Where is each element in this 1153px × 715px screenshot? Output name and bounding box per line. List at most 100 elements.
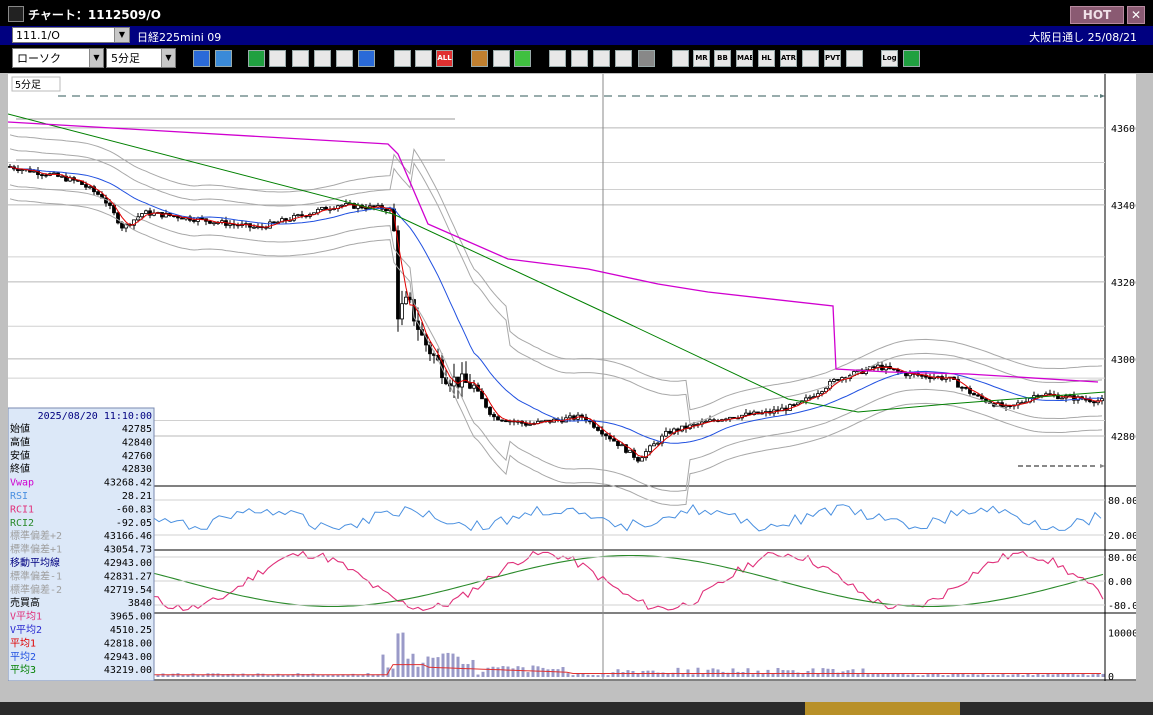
zoom-icon[interactable] — [193, 50, 210, 67]
mr-icon[interactable]: MR — [693, 50, 710, 67]
volume-bar — [456, 656, 460, 677]
volume-bar — [181, 674, 185, 677]
rsi-tick-label: 20.00 — [1108, 531, 1136, 542]
volume-bar — [196, 674, 200, 677]
volume-bar — [506, 666, 510, 677]
volume-bar — [1026, 673, 1030, 677]
symbol-select[interactable]: 111.1/O ▼ — [12, 27, 130, 43]
volume-bar — [976, 674, 980, 677]
search-icon[interactable] — [571, 50, 588, 67]
bar-icon[interactable] — [415, 50, 432, 67]
volume-bar — [886, 673, 890, 677]
ma-icon[interactable] — [672, 50, 689, 67]
volume-bar — [1001, 674, 1005, 677]
candle-body — [656, 442, 660, 445]
volume-bar — [946, 675, 950, 677]
data-window-value: -92.05 — [116, 518, 152, 529]
hl-icon[interactable]: HL — [758, 50, 775, 67]
log-icon[interactable]: Log — [881, 50, 898, 67]
close-icon[interactable]: ✕ — [1127, 6, 1145, 24]
candle-body — [60, 175, 64, 178]
split-icon[interactable] — [615, 50, 632, 67]
tool-icon[interactable] — [493, 50, 510, 67]
rci-tick-label: 80.00 — [1108, 553, 1136, 564]
volume-bar — [326, 674, 330, 677]
bollinger-band-line — [9, 184, 1103, 492]
mae-icon[interactable]: MAE — [736, 50, 753, 67]
select-icon[interactable] — [292, 50, 309, 67]
atr-icon[interactable]: ATR — [780, 50, 797, 67]
pen-icon[interactable] — [269, 50, 286, 67]
chevron-down-icon[interactable]: ▼ — [114, 28, 129, 42]
bollinger-band-line — [9, 198, 1103, 506]
scroll-thumb[interactable] — [805, 702, 960, 715]
candle-body — [1072, 395, 1076, 401]
data-window-label: 標準偏差-2 — [10, 583, 62, 596]
volume-bar — [891, 673, 895, 677]
volume-bar — [521, 667, 525, 677]
candle-body — [84, 184, 88, 188]
data-window-label: Vwap — [10, 478, 34, 489]
undo-icon[interactable] — [314, 50, 331, 67]
hot-button[interactable]: HOT — [1070, 6, 1124, 24]
tick-icon[interactable] — [593, 50, 610, 67]
volume-bar — [731, 668, 735, 677]
volume-bar — [956, 673, 960, 677]
candle-body — [384, 208, 388, 212]
volume-bar — [636, 673, 640, 677]
candle-body — [208, 220, 212, 224]
box-icon[interactable] — [846, 50, 863, 67]
interval-value: 5分足 — [111, 52, 140, 65]
volume-bar — [856, 674, 860, 677]
chevron-down-icon[interactable]: ▼ — [161, 49, 175, 67]
candle-body — [808, 396, 812, 399]
lock-icon[interactable] — [638, 50, 655, 67]
interval-select[interactable]: 5分足 ▼ — [106, 48, 176, 68]
chart-type-select[interactable]: ローソク ▼ — [12, 48, 104, 68]
volume-bar — [861, 668, 865, 677]
window-icon[interactable] — [215, 50, 232, 67]
volume-bar — [266, 675, 270, 677]
volume-bar — [746, 668, 750, 677]
scroll-navigator[interactable] — [0, 702, 1153, 715]
candle-body — [116, 212, 120, 224]
data-window-label: 平均1 — [10, 637, 36, 649]
volume-bar — [436, 657, 440, 677]
data-window-value: 42830 — [122, 464, 152, 475]
bb-icon[interactable]: BB — [714, 50, 731, 67]
note-icon[interactable] — [336, 50, 353, 67]
calendar-icon[interactable] — [802, 50, 819, 67]
exit-icon[interactable] — [903, 50, 920, 67]
volume-bar — [826, 668, 830, 677]
palette-icon[interactable] — [514, 50, 531, 67]
candle-body — [404, 296, 408, 305]
volume-bar — [346, 674, 350, 677]
volume-bar — [231, 673, 235, 677]
draw-icon[interactable] — [248, 50, 265, 67]
candle-body — [644, 451, 648, 459]
data-window-label: 始値 — [10, 422, 30, 435]
volume-bar — [726, 672, 730, 677]
down-icon[interactable] — [549, 50, 566, 67]
volume-bar — [516, 666, 520, 677]
volume-bar — [771, 672, 775, 677]
candle-body — [500, 419, 504, 422]
volume-bar — [711, 668, 715, 677]
volume-bar — [541, 667, 545, 677]
volume-bar — [596, 675, 600, 677]
volume-bar — [526, 672, 530, 677]
ma-long-line — [7, 113, 1106, 413]
pvt-icon[interactable]: PVT — [824, 50, 841, 67]
grid-icon[interactable] — [471, 50, 488, 67]
chevron-down-icon[interactable]: ▼ — [89, 49, 103, 67]
candle-body — [668, 430, 672, 434]
candle-icon[interactable] — [394, 50, 411, 67]
all-icon[interactable]: ALL — [436, 50, 453, 67]
candle-body — [320, 206, 324, 210]
delete-icon[interactable] — [358, 50, 375, 67]
chart-canvas[interactable]: 42800 43000 43200 43400 43600 5分足 80.00 20.00 80… — [7, 74, 1144, 697]
volume-bar — [1041, 674, 1045, 677]
volume-bar — [246, 674, 250, 677]
volume-bar — [251, 674, 255, 677]
candle-body — [1068, 395, 1072, 398]
